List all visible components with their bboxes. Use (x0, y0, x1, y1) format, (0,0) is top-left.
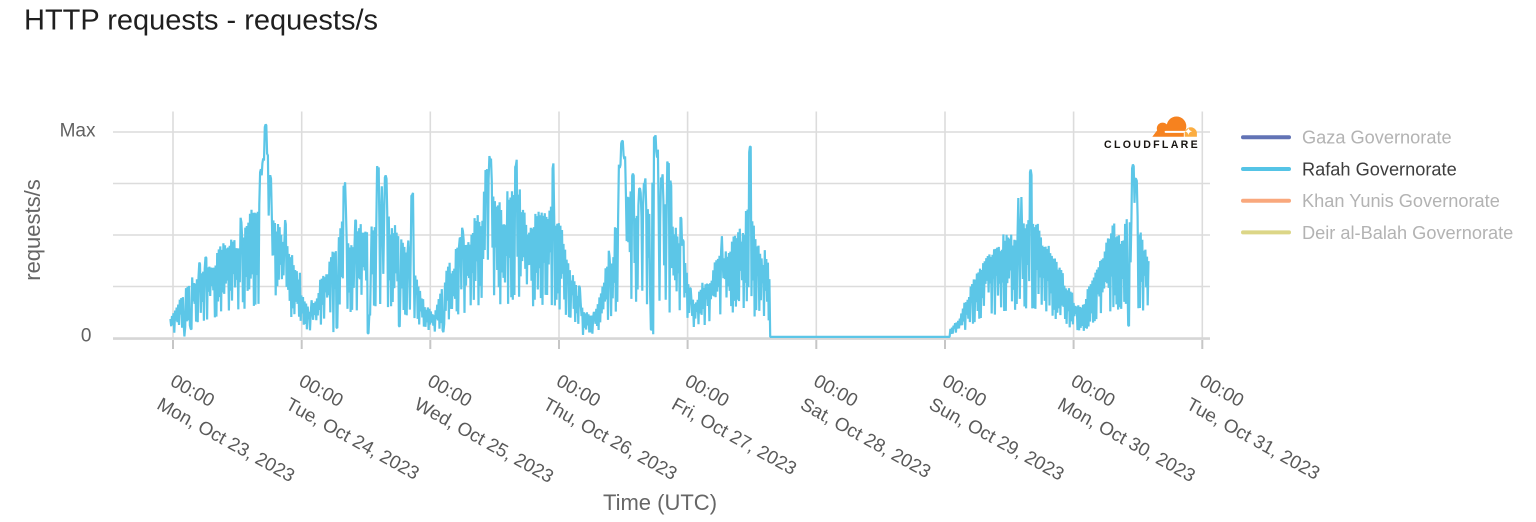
svg-text:HTTP requests - requests/s: HTTP requests - requests/s (24, 5, 378, 37)
svg-text:Tue, Oct 31, 2023: Tue, Oct 31, 2023 (1183, 393, 1323, 484)
svg-text:Tue, Oct 24, 2023: Tue, Oct 24, 2023 (283, 393, 423, 484)
svg-text:0: 0 (81, 326, 92, 347)
svg-text:Mon, Oct 30, 2023: Mon, Oct 30, 2023 (1054, 393, 1199, 486)
svg-text:Wed, Oct 25, 2023: Wed, Oct 25, 2023 (411, 393, 557, 487)
svg-text:Max: Max (60, 121, 96, 142)
svg-text:Mon, Oct 23, 2023: Mon, Oct 23, 2023 (154, 393, 299, 486)
svg-text:Time (UTC): Time (UTC) (603, 490, 717, 515)
svg-text:Fri, Oct 27, 2023: Fri, Oct 27, 2023 (668, 393, 800, 479)
svg-text:requests/s: requests/s (20, 179, 45, 281)
svg-text:Khan Yunis Governorate: Khan Yunis Governorate (1302, 191, 1500, 211)
svg-text:Sat, Oct 28, 2023: Sat, Oct 28, 2023 (797, 393, 934, 482)
svg-text:Gaza Governorate: Gaza Governorate (1302, 128, 1452, 148)
svg-text:Thu, Oct 26, 2023: Thu, Oct 26, 2023 (540, 393, 681, 484)
svg-text:CLOUDFLARE: CLOUDFLARE (1104, 139, 1200, 151)
svg-text:Rafah Governorate: Rafah Governorate (1302, 159, 1457, 179)
svg-text:Deir al-Balah Governorate: Deir al-Balah Governorate (1302, 223, 1513, 243)
svg-text:Sun, Oct 29, 2023: Sun, Oct 29, 2023 (926, 393, 1068, 484)
